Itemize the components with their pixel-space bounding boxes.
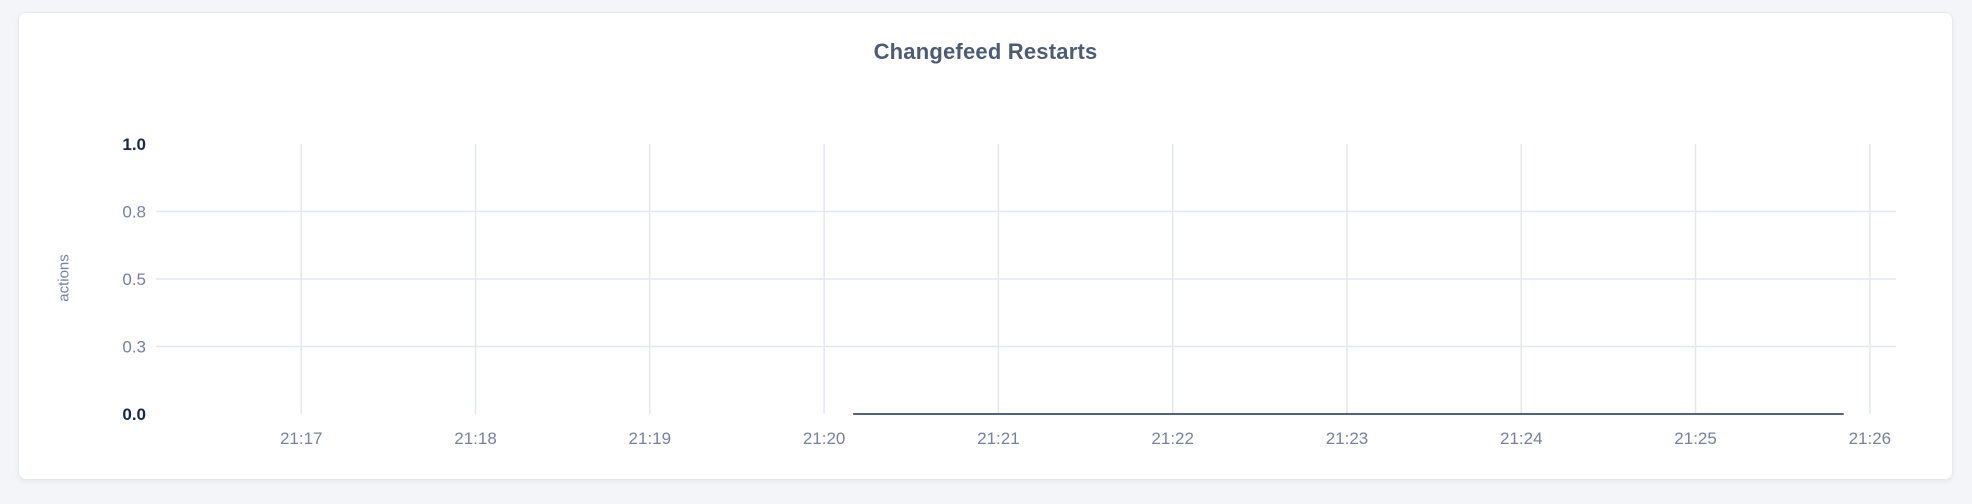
y-tick-label: 0.0	[122, 405, 146, 424]
x-tick-label: 21:23	[1326, 429, 1369, 448]
x-tick-label: 21:24	[1500, 429, 1543, 448]
x-tick-label: 21:22	[1151, 429, 1194, 448]
y-tick-label: 0.8	[122, 203, 146, 222]
y-tick-label: 0.3	[122, 338, 146, 357]
x-tick-label: 21:25	[1674, 429, 1717, 448]
x-tick-label: 21:20	[803, 429, 846, 448]
x-tick-label: 21:19	[629, 429, 672, 448]
chart-canvas[interactable]: 21:17 21:18 21:19 21:20 21:21 21:22 21:23 21:24…	[19, 13, 1954, 481]
y-tick-label: 1.0	[122, 135, 146, 154]
chart-title: Changefeed Restarts	[873, 39, 1098, 64]
y-tick-label: 0.5	[122, 270, 146, 289]
x-tick-label: 21:21	[977, 429, 1020, 448]
x-tick-label: 21:17	[280, 429, 323, 448]
x-tick-label: 21:26	[1849, 429, 1892, 448]
metric-chart-card: Changefeed Restarts actions 21:17 21:18 21…	[18, 12, 1953, 480]
x-tick-label: 21:18	[454, 429, 497, 448]
